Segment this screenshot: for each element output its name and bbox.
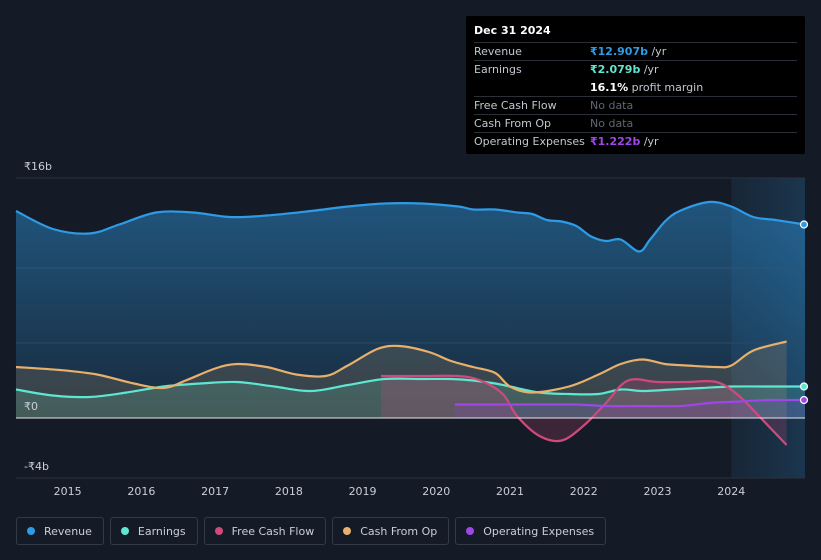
x-tick-label: 2022: [570, 485, 598, 498]
tooltip-row-label: Operating Expenses: [474, 135, 585, 149]
line-revenue: [15, 200, 806, 253]
tooltip-row-value: No data: [590, 117, 634, 131]
tooltip-row-value: 16.1% profit margin: [590, 80, 704, 94]
area-free-cash-flow: [381, 375, 787, 445]
legend-dot-icon: [214, 527, 223, 535]
legend-label: Operating Expenses: [483, 524, 595, 538]
y-tick-label: ₹0: [24, 400, 38, 413]
tooltip-row-value: ₹2.079b /yr: [590, 63, 659, 77]
legend-label: Revenue: [44, 524, 92, 538]
tooltip-row-value: No data: [590, 98, 634, 112]
line-cash-from-op: [15, 340, 787, 394]
endpoint-dot-earnings: [799, 382, 809, 391]
endpoint-dot-revenue: [799, 220, 809, 229]
tooltip-row-label: Revenue: [474, 45, 522, 58]
legend-dot-icon: [343, 527, 352, 535]
x-tick-label: 2024: [717, 485, 745, 498]
legend-label: Earnings: [137, 524, 186, 538]
legend-dot-icon: [120, 527, 129, 535]
legend-item-revenue[interactable]: Revenue: [16, 517, 104, 545]
tooltip-row: Cash From Op No data: [474, 114, 797, 132]
line-earnings: [15, 377, 805, 399]
area-earnings: [16, 378, 805, 418]
y-tick-label: ₹16b: [24, 160, 52, 173]
chart-area: ₹16b ₹0 -₹4b 2015 2016 2017 2018 2019 2020 2021 20…: [15, 160, 809, 498]
tooltip-row-label: Earnings: [474, 63, 522, 77]
tooltip-row: 16.1% profit margin: [474, 79, 797, 96]
x-tick-label: 2018: [275, 485, 303, 498]
tooltip-row: Earnings ₹2.079b /yr: [474, 60, 797, 78]
legend-label: Cash From Op: [360, 524, 438, 538]
line-free-cash-flow: [381, 374, 788, 446]
legend-item-cash-from-op[interactable]: Cash From Op: [332, 517, 450, 545]
legend-item-operating-expenses[interactable]: Operating Expenses: [455, 517, 607, 545]
x-tick-label: 2019: [349, 485, 377, 498]
tooltip-row-label: Free Cash Flow: [474, 98, 557, 112]
x-tick-label: 2017: [201, 485, 229, 498]
tooltip-row-value: ₹1.222b /yr: [590, 135, 659, 149]
legend-dot-icon: [466, 527, 475, 535]
y-tick-label: -₹4b: [24, 460, 49, 473]
endpoint-dot-operating-expenses: [799, 395, 809, 405]
legend: Revenue Earnings Free Cash Flow Cash From O…: [16, 517, 607, 545]
tooltip-row-label: Cash From Op: [474, 117, 552, 131]
tooltip: Dec 31 2024 Revenue ₹12.907b /yr Earnings ₹…: [466, 16, 805, 154]
x-tick-label: 2020: [422, 485, 450, 498]
area-cash-from-op: [16, 341, 787, 418]
area-operating-expenses: [454, 399, 805, 418]
tooltip-row: Operating Expenses ₹1.222b /yr: [474, 132, 797, 150]
tooltip-row: Revenue ₹12.907b /yr: [474, 42, 797, 60]
legend-dot-icon: [27, 527, 35, 535]
legend-item-free-cash-flow[interactable]: Free Cash Flow: [203, 517, 327, 545]
x-tick-label: 2023: [644, 485, 672, 498]
tooltip-row: Free Cash Flow No data: [474, 95, 797, 114]
tooltip-date: Dec 31 2024: [474, 24, 551, 37]
legend-label: Free Cash Flow: [231, 524, 315, 538]
tooltip-row-value: ₹12.907b /yr: [590, 45, 667, 58]
legend-item-earnings[interactable]: Earnings: [109, 517, 198, 545]
x-tick-label: 2016: [127, 485, 155, 498]
area-revenue: [16, 201, 805, 418]
x-tick-label: 2015: [54, 485, 82, 498]
line-operating-expenses: [454, 398, 806, 408]
tooltip-row-label: [474, 79, 590, 96]
x-tick-label: 2021: [496, 485, 524, 498]
